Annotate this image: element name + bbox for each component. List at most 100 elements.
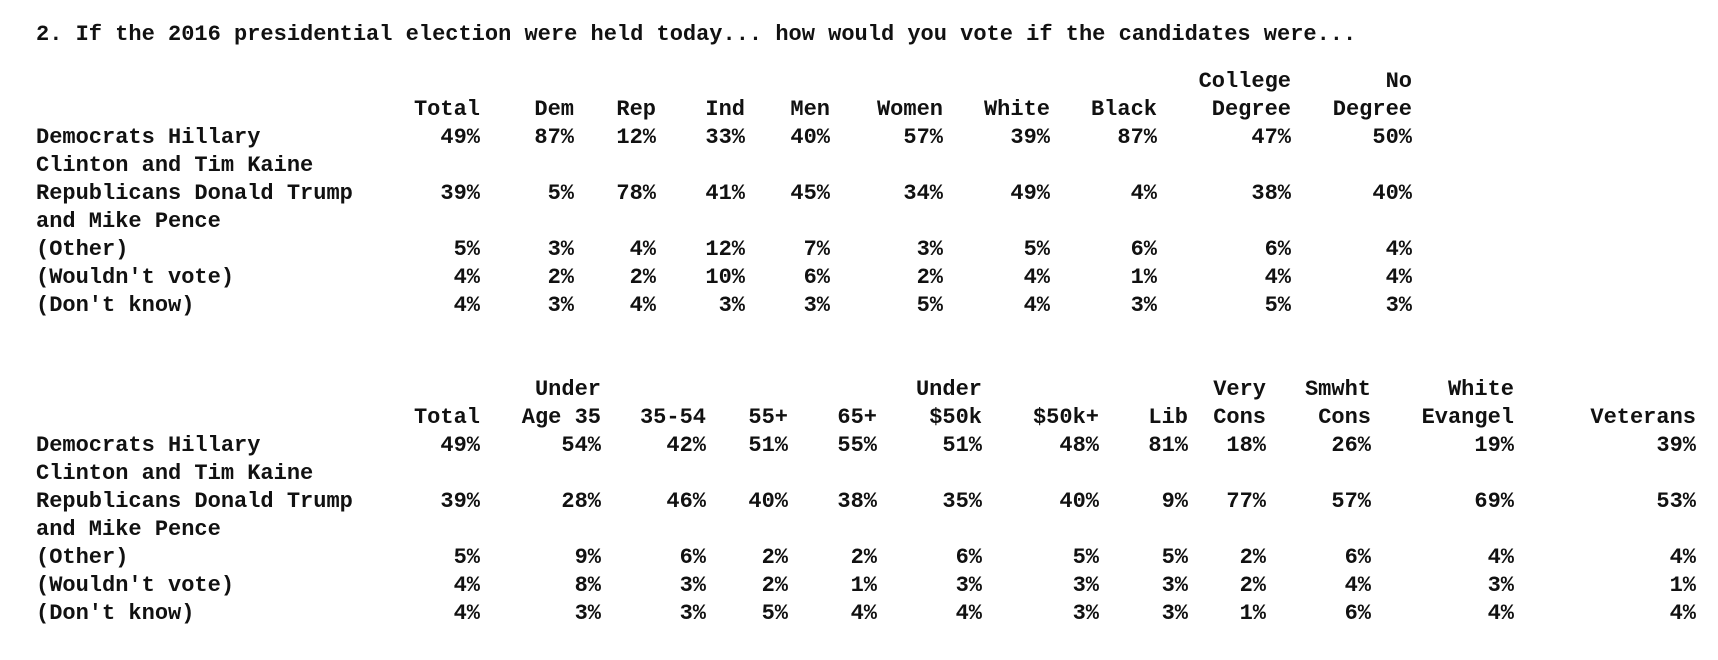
table-cell <box>1099 460 1188 488</box>
table-cell <box>1371 516 1514 544</box>
row-label: Republicans Donald Trump <box>36 181 353 206</box>
table-cell <box>480 208 574 236</box>
header-row-bottom: Total Dem Rep Ind Men Women White Black Degree De… <box>36 96 1696 124</box>
column-header: Men <box>790 97 830 122</box>
table-cell: 2% <box>629 265 656 290</box>
row-label: (Don't know) <box>36 601 195 626</box>
column-header: Black <box>1090 97 1157 122</box>
table-cell <box>1371 460 1514 488</box>
table-cell: 1% <box>850 573 877 598</box>
row-label: Republicans Donald Trump <box>36 489 353 514</box>
table-cell <box>656 152 745 180</box>
table-cell <box>480 460 601 488</box>
table-cell: 4% <box>453 601 480 626</box>
table-cell <box>386 152 480 180</box>
table-cell: 39% <box>1010 125 1050 150</box>
table-cell: 4% <box>1264 265 1291 290</box>
table-cell <box>1050 152 1157 180</box>
table-cell <box>1157 208 1291 236</box>
table-cell: 55% <box>837 433 877 458</box>
table-cell: 5% <box>453 237 480 262</box>
column-header: Veterans <box>1590 405 1696 430</box>
row-label: (Don't know) <box>36 293 195 318</box>
table-cell: 6% <box>679 545 706 570</box>
column-header: $50k+ <box>1032 405 1099 430</box>
table-cell: 4% <box>850 601 877 626</box>
column-header: Women <box>876 97 943 122</box>
table-cell <box>656 208 745 236</box>
table-cell: 77% <box>1226 489 1266 514</box>
crosstab-table-1: College No Total Dem Rep Ind Men Women White Blac… <box>36 68 1696 320</box>
table-cell: 4% <box>1344 573 1371 598</box>
table-cell: 5% <box>453 545 480 570</box>
table-cell: 4% <box>629 293 656 318</box>
table-cell: 39% <box>1656 433 1696 458</box>
table-cell: 5% <box>761 601 788 626</box>
header-row-top: College No <box>36 68 1696 96</box>
table-cell: 4% <box>453 573 480 598</box>
table-cell <box>1266 516 1371 544</box>
row-label: Clinton and Tim Kaine <box>36 153 314 178</box>
table-row: Republicans Donald Trump 39% 5% 78% 41% 45% 34… <box>36 180 1696 208</box>
column-header-top <box>706 376 788 404</box>
table-cell: 49% <box>440 433 480 458</box>
table-cell: 3% <box>574 601 601 626</box>
table-cell <box>1050 208 1157 236</box>
table-cell: 39% <box>440 181 480 206</box>
row-label: and Mike Pence <box>36 209 221 234</box>
column-header: Cons <box>1213 405 1266 430</box>
table-cell <box>706 460 788 488</box>
table-cell: 12% <box>705 237 745 262</box>
row-label: (Wouldn't vote) <box>36 265 235 290</box>
table-cell: 5% <box>916 293 943 318</box>
table-cell: 4% <box>1487 545 1514 570</box>
table-cell <box>1514 460 1696 488</box>
table-cell <box>943 152 1050 180</box>
table-cell: 6% <box>1344 545 1371 570</box>
table-cell <box>574 208 656 236</box>
header-corner <box>36 96 386 124</box>
table-cell <box>1291 152 1412 180</box>
table-cell: 3% <box>1385 293 1412 318</box>
table-cell <box>480 516 601 544</box>
table-row: and Mike Pence <box>36 516 1696 544</box>
row-label: Clinton and Tim Kaine <box>36 461 314 486</box>
table-cell: 35% <box>942 489 982 514</box>
table-cell: 40% <box>1372 181 1412 206</box>
table-row: Clinton and Tim Kaine <box>36 152 1696 180</box>
table-cell <box>877 460 982 488</box>
table-cell: 4% <box>1669 545 1696 570</box>
row-label: and Mike Pence <box>36 517 221 542</box>
table-cell: 3% <box>1161 601 1188 626</box>
table-cell <box>386 516 480 544</box>
column-header-top <box>1099 376 1188 404</box>
table-row: and Mike Pence <box>36 208 1696 236</box>
table-cell: 5% <box>1072 545 1099 570</box>
table-cell: 4% <box>1669 601 1696 626</box>
table-cell: 42% <box>666 433 706 458</box>
column-header: Age 35 <box>521 405 601 430</box>
table-cell <box>943 208 1050 236</box>
table-cell: 87% <box>534 125 574 150</box>
table-cell: 2% <box>1239 573 1266 598</box>
table-cell: 5% <box>1264 293 1291 318</box>
row-label: (Other) <box>36 237 129 262</box>
table-cell: 50% <box>1372 125 1412 150</box>
table-cell <box>830 152 943 180</box>
column-header-top: Very <box>1213 377 1266 402</box>
row-label: Democrats Hillary <box>36 433 261 458</box>
column-header-top <box>1050 68 1157 96</box>
column-header: Cons <box>1318 405 1371 430</box>
table-cell: 18% <box>1226 433 1266 458</box>
table-cell: 49% <box>1010 181 1050 206</box>
table-cell: 4% <box>1487 601 1514 626</box>
column-header: White <box>983 97 1050 122</box>
table-cell <box>877 516 982 544</box>
header-row-top: Under Under Very Smwht White <box>36 376 1696 404</box>
table-cell <box>745 208 830 236</box>
table-cell: 26% <box>1331 433 1371 458</box>
table-cell: 3% <box>718 293 745 318</box>
table-cell: 46% <box>666 489 706 514</box>
table-cell: 1% <box>1239 601 1266 626</box>
table-cell: 2% <box>761 545 788 570</box>
